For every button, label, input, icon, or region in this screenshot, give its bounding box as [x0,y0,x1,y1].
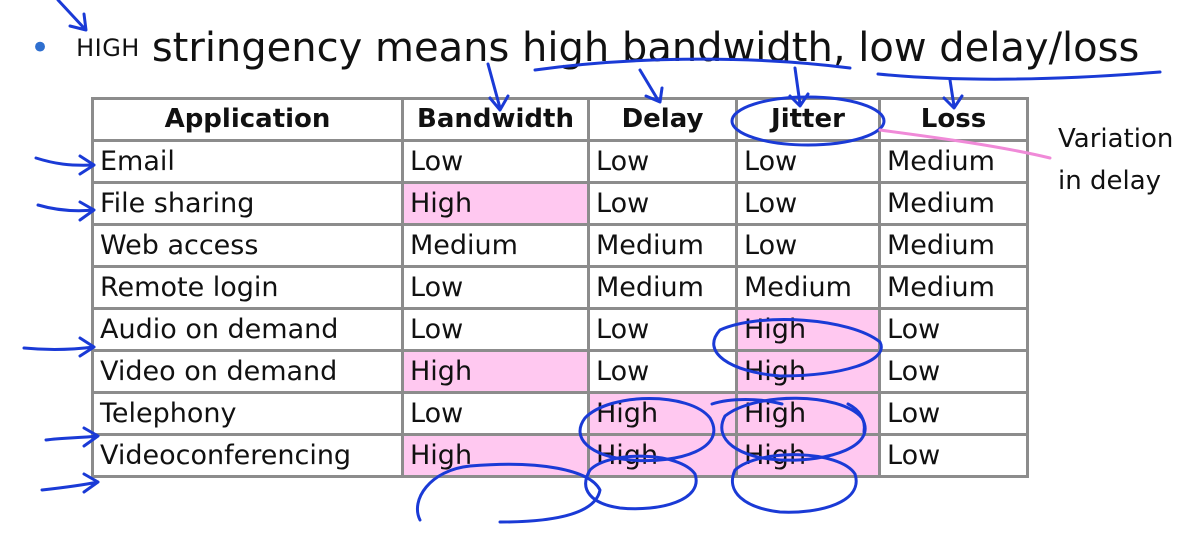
cell-bandwidth: Low [401,391,590,436]
cell-jitter: High [735,433,881,478]
cell-application: Videoconferencing [91,433,404,478]
ink-arrow-email [34,154,96,176]
cell-jitter: High [735,307,881,352]
cell-loss: Medium [878,181,1029,226]
table-row: Telephony Low High High Low [91,391,1029,436]
header-loss: Loss [878,97,1029,142]
table-row: Remote login Low Medium Medium Medium [91,265,1029,310]
table-row: File sharing High Low Low Medium [91,181,1029,226]
table-header-row: Application Bandwidth Delay Jitter Loss [91,97,1029,142]
cell-delay: Low [587,181,738,226]
cell-application: Remote login [91,265,404,310]
cell-application: Audio on demand [91,307,404,352]
cell-bandwidth: High [401,433,590,478]
cell-application: Video on demand [91,349,404,394]
cell-application: Web access [91,223,404,268]
cell-loss: Medium [878,265,1029,310]
table-row: Video on demand High Low High Low [91,349,1029,394]
cell-delay: Medium [587,223,738,268]
cell-jitter: High [735,349,881,394]
table-row: Audio on demand Low Low High Low [91,307,1029,352]
cell-delay: Low [587,139,738,184]
cell-bandwidth: Low [401,265,590,310]
headline: • HIGH stringency means high bandwidth, … [30,20,1139,76]
side-note: Variation in delay [1058,118,1173,202]
cell-bandwidth: Medium [401,223,590,268]
ink-arrow-file-sharing [36,200,96,222]
ink-arrow-audio [22,336,96,358]
side-note-line: in delay [1058,166,1162,196]
header-jitter: Jitter [735,97,881,142]
ink-arrow-videoconf [40,472,100,494]
cell-delay: Low [587,307,738,352]
table-row: Videoconferencing High High High Low [91,433,1029,478]
cell-loss: Low [878,349,1029,394]
cell-jitter: Low [735,139,881,184]
headline-text: stringency means high bandwidth, low del… [151,25,1140,71]
cell-delay: High [587,433,738,478]
cell-delay: High [587,391,738,436]
side-note-line: Variation [1058,124,1174,154]
qos-requirements-table: Application Bandwidth Delay Jitter Loss … [91,97,1029,478]
cell-jitter: High [735,391,881,436]
header-bandwidth: Bandwidth [401,97,590,142]
cell-application: File sharing [91,181,404,226]
cell-jitter: Low [735,181,881,226]
bullet-icon: • [30,28,51,68]
cell-bandwidth: High [401,349,590,394]
table-row: Email Low Low Low Medium [91,139,1029,184]
cell-jitter: Low [735,223,881,268]
cell-loss: Low [878,307,1029,352]
cell-loss: Medium [878,223,1029,268]
cell-jitter: Medium [735,265,881,310]
cell-loss: Low [878,391,1029,436]
cell-delay: Medium [587,265,738,310]
header-application: Application [91,97,404,142]
cell-bandwidth: Low [401,307,590,352]
cell-application: Telephony [91,391,404,436]
cell-bandwidth: High [401,181,590,226]
cell-application: Email [91,139,404,184]
cell-delay: Low [587,349,738,394]
cell-bandwidth: Low [401,139,590,184]
cell-loss: Medium [878,139,1029,184]
header-delay: Delay [587,97,738,142]
table-row: Web access Medium Medium Low Medium [91,223,1029,268]
headline-lead: HIGH [76,34,140,62]
cell-loss: Low [878,433,1029,478]
